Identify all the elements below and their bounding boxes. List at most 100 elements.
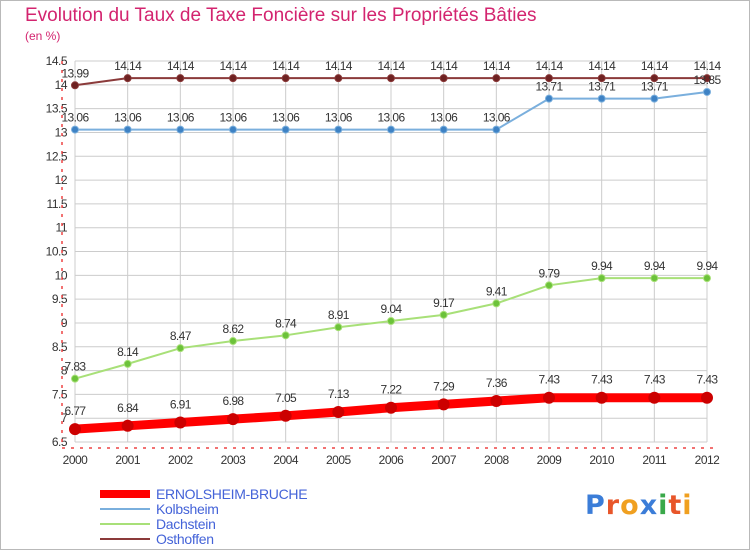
- data-point: [334, 74, 343, 83]
- data-point: [597, 274, 606, 283]
- data-label: 7.29: [433, 379, 455, 393]
- data-point: [650, 74, 659, 83]
- data-point: [439, 125, 448, 134]
- data-label: 14.14: [325, 59, 353, 73]
- data-point: [279, 409, 292, 422]
- data-label: 7.36: [486, 376, 508, 390]
- data-label: 9.79: [539, 266, 561, 280]
- data-point: [492, 125, 501, 134]
- data-label: 6.91: [170, 397, 192, 411]
- data-point: [332, 405, 345, 418]
- data-point: [648, 391, 661, 404]
- y-tick-label: 11.5: [47, 197, 68, 211]
- chart-title: Evolution du Taux de Taxe Foncière sur l…: [25, 5, 537, 26]
- data-point: [387, 74, 395, 83]
- data-label: 14.14: [272, 59, 300, 73]
- data-point: [123, 359, 132, 368]
- data-label: 9.94: [697, 259, 719, 273]
- y-tick-label: 14: [55, 78, 68, 92]
- data-point: [387, 125, 395, 134]
- brand-logo: Proxiti: [585, 490, 693, 521]
- x-tick-label: 2009: [537, 453, 563, 467]
- x-tick-label: 2001: [115, 453, 141, 467]
- data-label: 7.43: [539, 373, 561, 387]
- data-label: 14.14: [693, 59, 721, 73]
- y-tick-label: 9: [61, 316, 68, 330]
- data-label: 9.17: [433, 296, 455, 310]
- y-tick-label: 14.5: [46, 54, 68, 68]
- data-label: 8.14: [117, 345, 139, 359]
- data-label: 13.06: [430, 111, 458, 125]
- data-point: [176, 74, 185, 83]
- brand-letter: t: [668, 490, 683, 521]
- x-tick-label: 2004: [273, 453, 299, 467]
- data-label: 7.83: [65, 360, 87, 374]
- x-tick-label: 2010: [589, 453, 615, 467]
- data-point: [703, 87, 711, 96]
- x-tick-label: 2011: [642, 453, 667, 467]
- data-point: [492, 299, 501, 308]
- data-label: 14.14: [114, 59, 142, 73]
- data-point: [281, 331, 290, 340]
- axes: 6.577.588.599.51010.51111.51212.51313.51…: [46, 54, 721, 467]
- data-point: [545, 281, 553, 290]
- data-label: 9.94: [591, 259, 613, 273]
- y-tick-label: 6.5: [52, 435, 68, 449]
- y-tick-label: 10: [55, 268, 68, 282]
- data-point: [71, 125, 79, 134]
- chart-unit: (en %): [25, 29, 61, 43]
- brand-letter: r: [605, 490, 621, 521]
- x-tick-label: 2012: [695, 453, 721, 467]
- data-point: [701, 391, 713, 404]
- data-point: [227, 413, 239, 426]
- y-tick-label: 11: [56, 221, 68, 235]
- data-label: 14.14: [588, 59, 616, 73]
- legend-swatch: [100, 537, 150, 540]
- data-point: [229, 337, 237, 346]
- data-label: 13.71: [535, 80, 563, 94]
- data-label: 7.43: [644, 373, 666, 387]
- legend-label: Kolbsheim: [156, 500, 219, 517]
- data-point: [174, 416, 187, 429]
- data-point: [334, 125, 343, 134]
- data-point: [437, 398, 450, 411]
- data-point: [703, 274, 711, 283]
- legend-item: Dachstein: [100, 516, 307, 532]
- data-label: 13.99: [61, 66, 89, 80]
- data-point: [69, 423, 81, 436]
- data-label: 8.91: [328, 308, 350, 322]
- x-tick-label: 2002: [168, 453, 194, 467]
- y-tick-label: 13.5: [46, 102, 68, 116]
- data-label: 13.06: [272, 111, 300, 125]
- y-tick-label: 12.5: [46, 149, 68, 163]
- data-point: [439, 310, 448, 319]
- data-point: [650, 274, 659, 283]
- data-point: [597, 94, 606, 103]
- legend-label: Osthoffen: [156, 530, 214, 547]
- data-label: 13.06: [325, 111, 353, 125]
- data-point: [123, 125, 132, 134]
- data-label: 9.94: [644, 259, 666, 273]
- data-point: [439, 74, 448, 83]
- y-tick-label: 12: [55, 173, 68, 187]
- data-label: 13.85: [693, 73, 721, 87]
- data-label: 13.06: [219, 111, 247, 125]
- data-point: [123, 74, 132, 83]
- data-label: 13.06: [61, 111, 89, 125]
- y-tick-label: 9.5: [52, 292, 68, 306]
- data-point: [703, 74, 711, 83]
- data-label: 8.74: [275, 316, 297, 330]
- data-point: [229, 74, 237, 83]
- legend-item: Osthoffen: [100, 530, 307, 547]
- data-label: 14.14: [377, 59, 405, 73]
- brand-letter: i: [682, 490, 693, 521]
- data-point: [492, 74, 501, 83]
- data-label: 13.06: [167, 111, 195, 125]
- data-label: 7.43: [697, 373, 719, 387]
- data-label: 8.62: [223, 322, 245, 336]
- brand-letter: o: [620, 490, 640, 521]
- data-point: [385, 401, 397, 414]
- data-point: [334, 323, 343, 332]
- data-label: 13.71: [641, 80, 669, 94]
- data-point: [229, 125, 237, 134]
